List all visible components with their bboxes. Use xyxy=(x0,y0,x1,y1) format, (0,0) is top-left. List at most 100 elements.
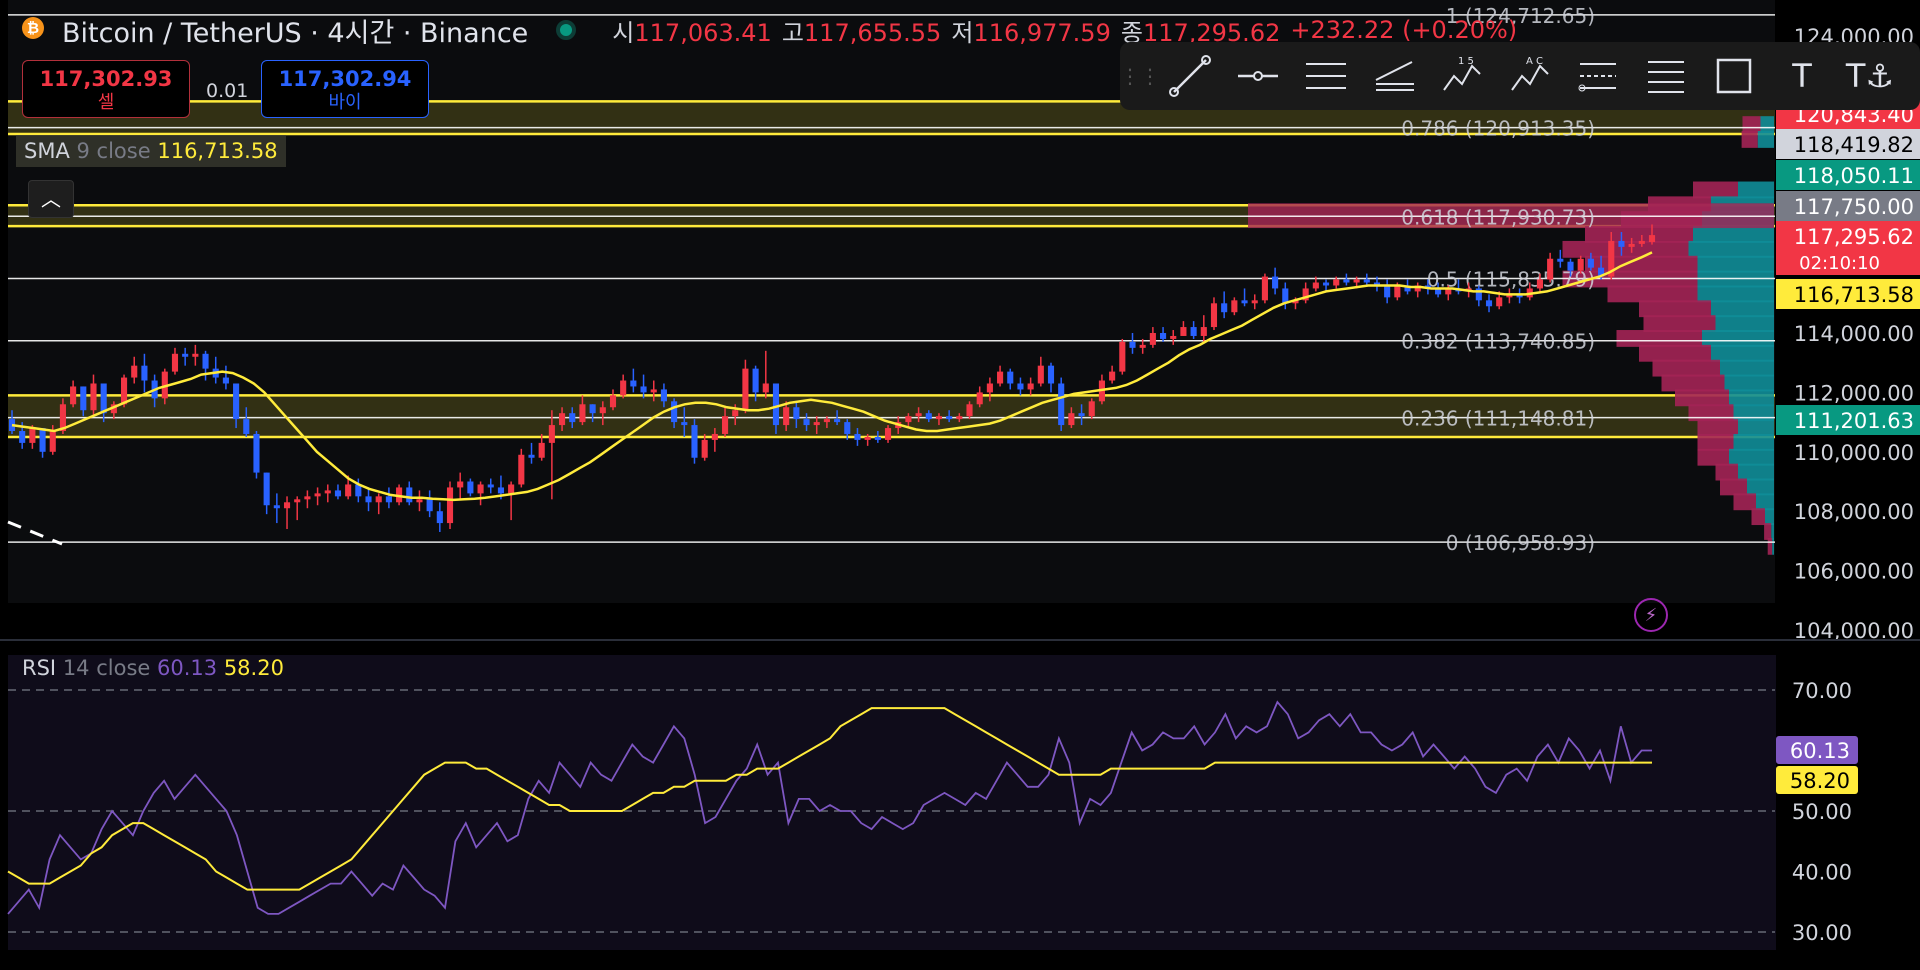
rsi-legend[interactable]: RSI 14 close 60.13 58.20 xyxy=(22,656,284,680)
anchored-text-tool[interactable]: T⚓ xyxy=(1836,46,1904,106)
price-label: 111,201.63 xyxy=(1794,409,1914,433)
market-status-icon xyxy=(556,20,577,40)
rsi-last-label: 58.20 xyxy=(1790,769,1850,793)
fib-retracement-tool[interactable] xyxy=(1564,46,1632,106)
sell-button[interactable]: 117,302.93 셀 xyxy=(22,60,190,118)
elliott-impulse-tool[interactable]: 1 5 xyxy=(1428,46,1496,106)
candle-body xyxy=(1394,285,1401,298)
bitcoin-icon: ₿ xyxy=(22,17,44,39)
fib-retracement-icon xyxy=(1578,63,1616,92)
rsi-last-label: 60.13 xyxy=(1790,739,1850,763)
text-icon: T xyxy=(1792,57,1812,95)
parallel-channel-tool[interactable] xyxy=(1292,46,1360,106)
volume-profile-down-bar xyxy=(1715,315,1774,332)
rsi-tick-label: 40.00 xyxy=(1792,861,1852,885)
trend-line-drawing xyxy=(7,520,63,546)
rsi-tick-label: 50.00 xyxy=(1792,800,1852,824)
candle-body xyxy=(171,353,179,372)
sma-name: SMA xyxy=(24,139,70,163)
candle-body xyxy=(304,496,311,500)
rsi-value: 60.13 xyxy=(157,656,218,680)
rectangle-tool[interactable] xyxy=(1700,46,1768,106)
lightning-icon[interactable]: ⚡ xyxy=(1634,598,1668,632)
candle-body xyxy=(263,472,270,506)
candle-body xyxy=(375,496,382,503)
candle-body xyxy=(1047,365,1055,384)
buy-button[interactable]: 117,302.94 바이 xyxy=(261,60,429,118)
candle-body xyxy=(1221,303,1228,313)
volume-profile-down-bar xyxy=(1747,478,1774,496)
candle-body xyxy=(253,433,260,473)
volume-profile-up-bar xyxy=(1751,508,1765,526)
candle-body xyxy=(19,431,26,443)
ohlc-low: 저116,977.59 xyxy=(951,18,1111,47)
candle-body xyxy=(1353,279,1360,283)
collapse-legend-button[interactable]: ︿ xyxy=(28,180,74,218)
volume-profile-down-bar xyxy=(1688,240,1774,258)
fib-label-1: 1 (124,712.65) xyxy=(1446,4,1595,28)
candle-body xyxy=(1404,285,1411,292)
candle-body xyxy=(355,484,362,497)
text-tool[interactable]: T xyxy=(1768,46,1836,106)
candle-body xyxy=(559,413,566,426)
candles xyxy=(8,224,1656,532)
rsi-params: 14 close xyxy=(62,656,151,680)
horizontal-ray-tool[interactable] xyxy=(1224,46,1292,106)
symbol-title[interactable]: Bitcoin / TetherUS · 4시간 · Binance xyxy=(62,17,529,49)
candle-body xyxy=(477,484,484,494)
ohlc-open: 시117,063.41 xyxy=(612,18,772,47)
fib-label-0.786: 0.786 (120,913.35) xyxy=(1401,117,1595,141)
drag-handle-icon[interactable]: ⋮⋮ xyxy=(1120,64,1160,88)
elliott-wave-letters-icon: A C xyxy=(1511,56,1549,91)
candle-body xyxy=(1037,365,1044,384)
candle-body xyxy=(701,439,708,458)
price-label-bg xyxy=(1776,160,1920,190)
price-label: 118,419.82 xyxy=(1794,133,1914,157)
candle-body xyxy=(385,496,392,503)
candle-body xyxy=(1139,344,1146,348)
fib-label-0: 0 (106,958.93) xyxy=(1446,531,1595,555)
volume-profile-down-bar xyxy=(1738,419,1774,436)
trend-line-icon xyxy=(1169,55,1211,97)
candle-body xyxy=(1485,300,1493,307)
fib-extension-tool[interactable] xyxy=(1632,46,1700,106)
price-label-bg xyxy=(1776,129,1920,159)
buy-price: 117,302.94 xyxy=(278,67,412,91)
volume-profile-up-bar xyxy=(1741,131,1758,148)
candle-body xyxy=(823,419,830,423)
candle-body xyxy=(1292,300,1299,304)
candle-body xyxy=(1190,327,1197,336)
price-label: 118,050.11 xyxy=(1794,164,1914,188)
candle-body xyxy=(314,493,321,497)
rsi-last-label-bg xyxy=(1776,736,1858,764)
regression-channel-tool[interactable] xyxy=(1360,46,1428,106)
fib-label-0.382: 0.382 (113,740.85) xyxy=(1401,330,1595,354)
sma-line xyxy=(11,251,1653,502)
candle-body xyxy=(976,392,983,405)
candle-body xyxy=(1638,240,1645,244)
candle-body xyxy=(233,383,240,420)
trend-line-tool[interactable] xyxy=(1156,46,1224,106)
candle-body xyxy=(762,383,769,393)
volume-profile-down-bar xyxy=(1724,374,1774,392)
elliott-correction-tool[interactable]: A C xyxy=(1496,46,1564,106)
candle-body xyxy=(1312,282,1319,289)
candle-body xyxy=(1058,383,1065,426)
candle-body xyxy=(110,404,117,414)
candle-body xyxy=(222,377,229,384)
candle-body xyxy=(141,365,148,381)
candle-body xyxy=(711,433,718,440)
candle-body xyxy=(1506,294,1513,298)
candle-body xyxy=(1363,279,1370,283)
candle-body xyxy=(1598,267,1605,277)
volume-profile-up-bar xyxy=(1697,433,1734,451)
candle-body xyxy=(1027,383,1034,390)
volume-profile-up-bar xyxy=(1639,300,1711,318)
volume-profile-down-bar xyxy=(1697,285,1774,303)
candle-body xyxy=(599,407,606,414)
sma-legend[interactable]: SMA 9 close 116,713.58 xyxy=(16,135,286,167)
candle-body xyxy=(1302,288,1309,301)
candle-body xyxy=(1180,327,1187,336)
